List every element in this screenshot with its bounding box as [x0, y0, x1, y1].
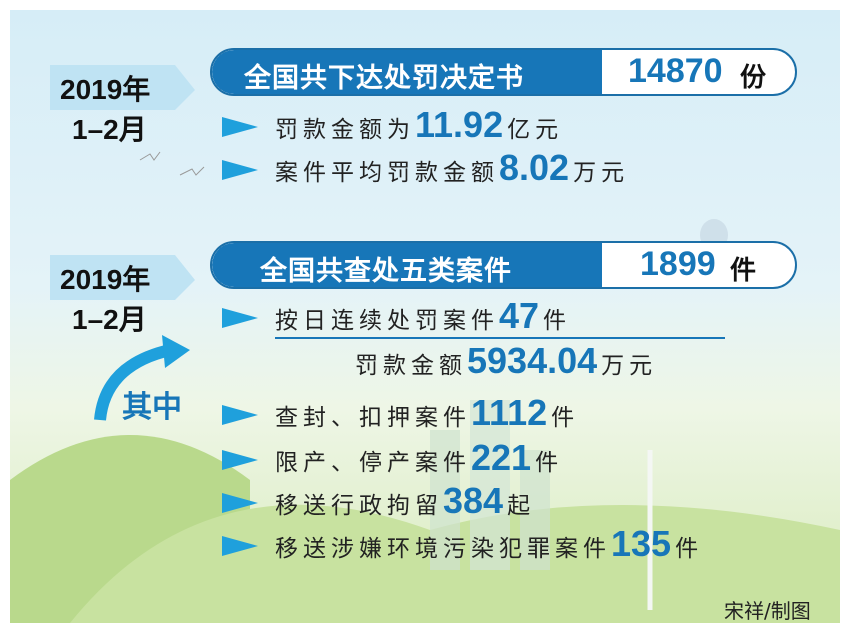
total: 14870: [628, 52, 723, 91]
bullet: [222, 308, 258, 328]
item-value: 135: [611, 523, 671, 565]
period: 1–2月: [72, 108, 147, 148]
credit: 宋祥/制图: [724, 595, 811, 623]
item-unit: 件: [543, 301, 571, 335]
item-label: 按日连续处罚案件: [275, 301, 499, 335]
item-value: 384: [443, 480, 503, 522]
total-unit: 份: [740, 57, 766, 94]
year: 2019年: [60, 68, 150, 108]
sub-value: 5934.04: [467, 340, 597, 382]
item-label: 查封、扣押案件: [275, 398, 471, 432]
bird: [180, 167, 204, 175]
bullet: [222, 160, 258, 180]
among: 其中: [122, 382, 182, 426]
among-arrow-head: [162, 335, 190, 368]
header-bar: 全国共查处五类案件 1899 件: [210, 241, 797, 289]
item-label: 案件平均罚款金额: [275, 153, 499, 187]
heading: 全国共查处五类案件: [260, 249, 512, 288]
item-unit: 起: [507, 486, 535, 520]
item-unit: 件: [675, 529, 703, 563]
period: 1–2月: [72, 298, 147, 338]
bullet: [222, 536, 258, 556]
bird: [140, 152, 160, 160]
item-value: 11.92: [415, 104, 503, 146]
bullet: [222, 493, 258, 513]
bullet: [222, 405, 258, 425]
bullet: [222, 117, 258, 137]
heading: 全国共下达处罚决定书: [244, 56, 524, 95]
item-label: 限产、停产案件: [275, 443, 471, 477]
bullet: [222, 450, 258, 470]
item-label: 移送涉嫌环境污染犯罪案件: [275, 529, 611, 563]
item-unit: 件: [551, 398, 579, 432]
item-value: 8.02: [499, 147, 569, 189]
item-value: 221: [471, 437, 531, 479]
item-unit: 件: [535, 443, 563, 477]
item-unit: 万元: [573, 153, 629, 187]
total: 1899: [640, 245, 716, 284]
item-label: 移送行政拘留: [275, 486, 443, 520]
year: 2019年: [60, 258, 150, 298]
item-value: 1112: [471, 392, 547, 434]
item-unit: 亿元: [507, 110, 563, 144]
total-unit: 件: [730, 250, 756, 287]
page: 2019年 1–2月 全国共下达处罚决定书 14870 份 罚款金额为11.92…: [0, 0, 850, 633]
sub-unit: 万元: [601, 346, 657, 380]
header-bar: 全国共下达处罚决定书 14870 份: [210, 48, 797, 96]
item-label: 罚款金额为: [275, 110, 415, 144]
item-value: 47: [499, 295, 539, 337]
sub-label: 罚款金额: [355, 346, 467, 380]
